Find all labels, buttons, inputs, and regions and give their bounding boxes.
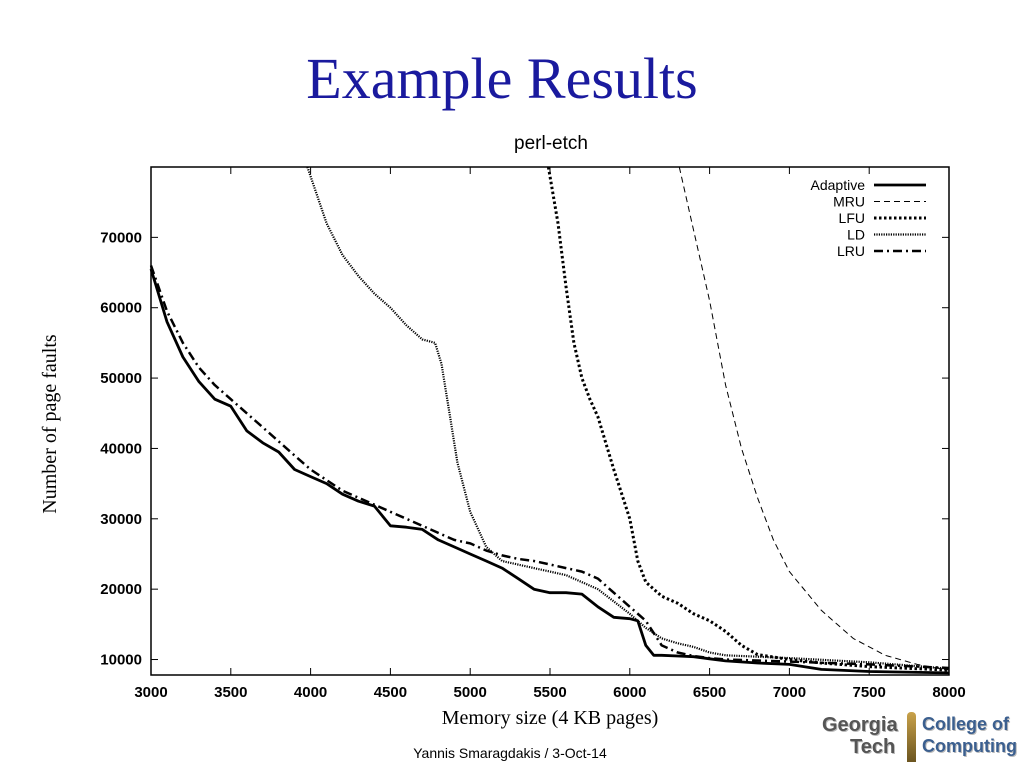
series-line-ld: [306, 166, 950, 670]
line-chart: perl-etch 3000 3500 4000 4500 5000 5500 6000 65…: [39, 133, 966, 729]
logo-word-computing: Computing: [922, 736, 1017, 756]
y-tick-label: 10000: [100, 652, 142, 669]
series-line-lfu: [546, 166, 950, 672]
series-group: [149, 166, 950, 675]
legend-label-lfu: LFU: [839, 210, 865, 226]
y-axis-label: Number of page faults: [39, 334, 61, 514]
tower-icon: [907, 712, 916, 762]
chart-title: perl-etch: [514, 133, 588, 154]
x-tick-label: 3000: [134, 684, 167, 701]
legend-label-lru: LRU: [837, 243, 865, 259]
x-axis-label: Memory size (4 KB pages): [442, 707, 659, 729]
x-tick-label: 5500: [533, 684, 566, 701]
legend-label-adaptive: Adaptive: [811, 177, 866, 193]
y-tick-label: 70000: [100, 229, 142, 246]
y-tick-label: 40000: [100, 440, 142, 457]
x-tick-label: 6500: [693, 684, 726, 701]
y-tick-label: 20000: [100, 581, 142, 598]
axis-ticks: 3000 3500 4000 4500 5000 5500 6000 6500 7000 7500…: [100, 167, 966, 701]
x-tick-label: 8000: [932, 684, 965, 701]
logo-word-georgia: Georgia: [822, 714, 898, 736]
x-tick-label: 4000: [294, 684, 327, 701]
x-tick-label: 3500: [214, 684, 247, 701]
series-line-adaptive: [149, 268, 950, 675]
slide-title: Example Results: [306, 46, 698, 111]
legend-label-mru: MRU: [833, 194, 865, 210]
georgia-tech-logo: Georgia Tech College of Computing: [818, 712, 1022, 764]
series-line-mru: [678, 166, 950, 671]
plot-frame: [150, 166, 950, 676]
y-tick-label: 60000: [100, 300, 142, 317]
logo-word-tech: Tech: [850, 736, 896, 758]
footer-text: Yannis Smaragdakis / 3-Oct-14: [413, 745, 607, 761]
legend-label-ld: LD: [847, 227, 865, 243]
y-tick-label: 30000: [100, 511, 142, 528]
x-tick-label: 6000: [613, 684, 646, 701]
x-tick-label: 4500: [374, 684, 407, 701]
x-tick-label: 7500: [853, 684, 886, 701]
logo-word-college: College of: [922, 714, 1010, 734]
x-tick-label: 5000: [454, 684, 487, 701]
y-tick-label: 50000: [100, 370, 142, 387]
series-line-lru: [149, 265, 950, 670]
x-tick-label: 7000: [773, 684, 806, 701]
